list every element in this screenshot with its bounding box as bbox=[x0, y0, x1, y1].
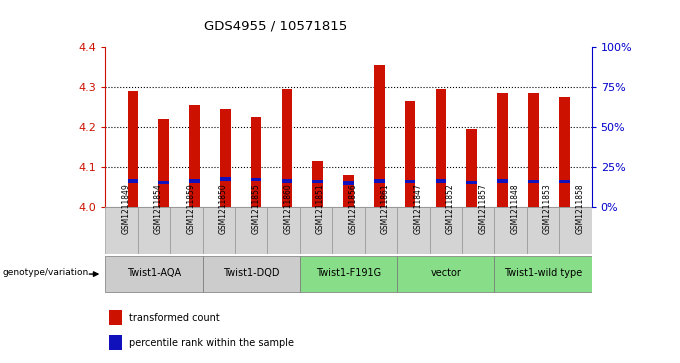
Text: GSM1211859: GSM1211859 bbox=[186, 183, 195, 234]
FancyBboxPatch shape bbox=[527, 207, 559, 254]
FancyBboxPatch shape bbox=[333, 207, 364, 254]
Bar bbox=[109, 310, 122, 325]
Bar bbox=[497, 179, 508, 183]
Bar bbox=[189, 105, 200, 207]
Bar bbox=[220, 178, 231, 180]
Bar bbox=[374, 179, 385, 183]
FancyBboxPatch shape bbox=[494, 256, 592, 292]
FancyBboxPatch shape bbox=[235, 207, 267, 254]
Text: percentile rank within the sample: percentile rank within the sample bbox=[129, 338, 294, 348]
Bar bbox=[466, 129, 477, 207]
Bar bbox=[405, 180, 415, 183]
Text: Twist1-F191G: Twist1-F191G bbox=[316, 268, 381, 278]
Text: transformed count: transformed count bbox=[129, 313, 220, 323]
Text: GSM1211861: GSM1211861 bbox=[381, 183, 390, 234]
Text: GDS4955 / 10571815: GDS4955 / 10571815 bbox=[204, 20, 347, 33]
FancyBboxPatch shape bbox=[494, 207, 527, 254]
Bar bbox=[312, 161, 323, 207]
Bar bbox=[405, 101, 415, 207]
Text: GSM1211851: GSM1211851 bbox=[316, 183, 325, 234]
Bar bbox=[128, 91, 138, 207]
Text: GSM1211858: GSM1211858 bbox=[575, 183, 584, 234]
Bar bbox=[128, 179, 138, 183]
Text: GSM1211850: GSM1211850 bbox=[219, 183, 228, 234]
Bar bbox=[312, 180, 323, 183]
Text: Twist1-wild type: Twist1-wild type bbox=[504, 268, 582, 278]
Bar bbox=[497, 93, 508, 207]
Bar bbox=[435, 89, 446, 207]
FancyBboxPatch shape bbox=[397, 256, 494, 292]
FancyBboxPatch shape bbox=[267, 207, 300, 254]
Bar bbox=[466, 180, 477, 184]
Bar bbox=[528, 180, 539, 183]
Bar bbox=[282, 179, 292, 183]
FancyBboxPatch shape bbox=[203, 207, 235, 254]
Text: Twist1-DQD: Twist1-DQD bbox=[223, 268, 279, 278]
Text: vector: vector bbox=[430, 268, 461, 278]
FancyBboxPatch shape bbox=[364, 207, 397, 254]
Bar bbox=[251, 178, 262, 182]
Bar bbox=[343, 182, 354, 184]
Bar bbox=[435, 179, 446, 183]
Text: GSM1211852: GSM1211852 bbox=[446, 183, 455, 234]
FancyBboxPatch shape bbox=[105, 207, 138, 254]
Bar bbox=[109, 335, 122, 350]
FancyBboxPatch shape bbox=[170, 207, 203, 254]
Bar bbox=[343, 175, 354, 207]
Text: Twist1-AQA: Twist1-AQA bbox=[127, 268, 181, 278]
FancyBboxPatch shape bbox=[559, 207, 592, 254]
Bar bbox=[158, 180, 169, 184]
Text: GSM1211856: GSM1211856 bbox=[348, 183, 358, 234]
Text: genotype/variation: genotype/variation bbox=[2, 268, 88, 277]
Text: GSM1211853: GSM1211853 bbox=[543, 183, 552, 234]
Bar bbox=[220, 109, 231, 207]
FancyBboxPatch shape bbox=[105, 256, 203, 292]
FancyBboxPatch shape bbox=[300, 207, 333, 254]
FancyBboxPatch shape bbox=[397, 207, 430, 254]
FancyBboxPatch shape bbox=[203, 256, 300, 292]
FancyBboxPatch shape bbox=[430, 207, 462, 254]
Text: GSM1211847: GSM1211847 bbox=[413, 183, 422, 234]
Text: GSM1211848: GSM1211848 bbox=[511, 183, 520, 234]
Bar bbox=[528, 93, 539, 207]
FancyBboxPatch shape bbox=[300, 256, 397, 292]
Bar bbox=[158, 119, 169, 207]
Text: GSM1211857: GSM1211857 bbox=[478, 183, 487, 234]
Bar bbox=[189, 179, 200, 183]
Text: GSM1211860: GSM1211860 bbox=[284, 183, 292, 234]
Bar bbox=[559, 180, 570, 183]
Bar bbox=[251, 117, 262, 207]
FancyBboxPatch shape bbox=[462, 207, 494, 254]
Text: GSM1211854: GSM1211854 bbox=[154, 183, 163, 234]
FancyBboxPatch shape bbox=[138, 207, 170, 254]
Bar bbox=[559, 97, 570, 207]
Text: GSM1211855: GSM1211855 bbox=[252, 183, 260, 234]
Text: GSM1211849: GSM1211849 bbox=[122, 183, 131, 234]
Bar bbox=[282, 89, 292, 207]
Bar bbox=[374, 65, 385, 207]
